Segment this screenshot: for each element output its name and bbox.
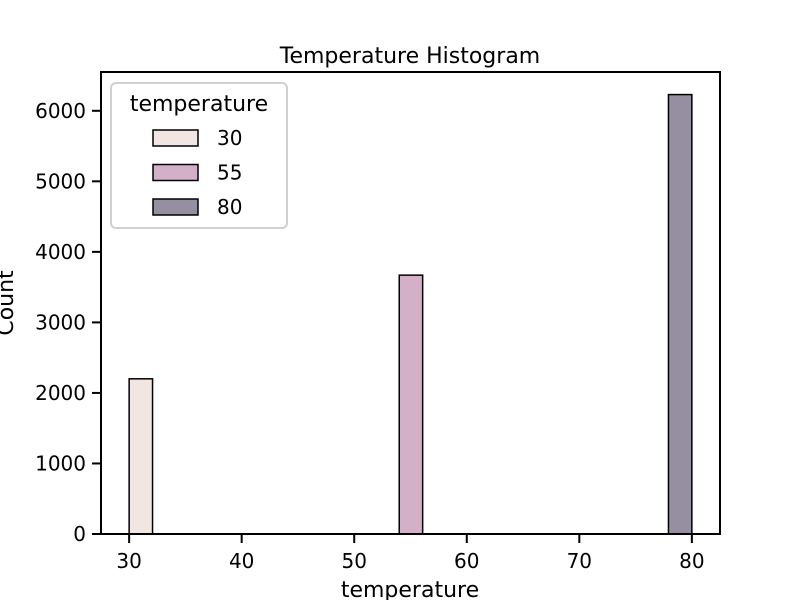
histogram-bar-80 (667, 93, 693, 535)
y-tick-label: 5000 (35, 169, 86, 193)
chart-title: Temperature Histogram (279, 44, 540, 69)
x-tick-label: 70 (567, 549, 592, 573)
x-tick-label: 30 (116, 549, 141, 573)
histogram-bar-55 (398, 274, 424, 535)
x-axis-label: temperature (341, 578, 479, 600)
legend-box (110, 82, 288, 229)
x-tick-label: 50 (342, 549, 367, 573)
legend: temperature 30 55 80 (110, 82, 288, 229)
legend-label-30: 30 (217, 126, 242, 150)
y-tick-label: 1000 (35, 451, 86, 475)
legend-swatch-55 (152, 163, 199, 182)
plot-frame (100, 71, 721, 535)
x-tick-label: 40 (229, 549, 254, 573)
y-axis-ticks: 0 1000 2000 3000 4000 5000 6000 (35, 99, 101, 546)
y-axis-label: Count (0, 270, 19, 336)
legend-swatch-80 (152, 198, 199, 216)
y-tick-label: 0 (73, 522, 86, 546)
y-tick-label: 6000 (35, 99, 86, 123)
bars-group (128, 93, 693, 535)
legend-label-80: 80 (217, 195, 242, 219)
legend-swatch-30 (152, 129, 199, 147)
legend-items: 30 55 80 (152, 126, 242, 219)
y-tick-label: 3000 (35, 310, 86, 334)
x-tick-label: 60 (454, 549, 479, 573)
y-tick-label: 4000 (35, 240, 86, 264)
x-axis-ticks: 30 40 50 60 70 80 (116, 534, 705, 573)
histogram-bar-30 (128, 378, 154, 535)
legend-title: temperature (130, 92, 268, 117)
x-tick-label: 80 (679, 549, 704, 573)
y-tick-label: 2000 (35, 381, 86, 405)
legend-label-55: 55 (217, 161, 242, 185)
